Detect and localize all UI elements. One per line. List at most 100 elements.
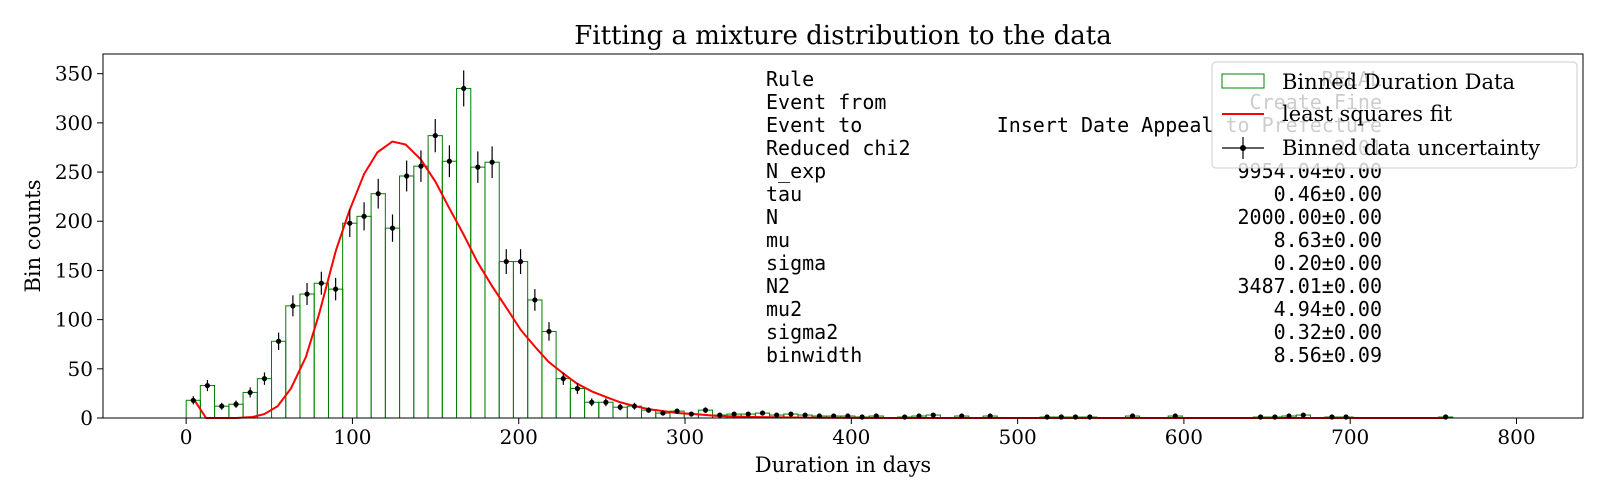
data-point xyxy=(1087,414,1093,420)
histogram-bar xyxy=(328,288,344,419)
data-marker xyxy=(646,407,652,413)
x-axis: 0 100 200 300 400 500 600 700 800 xyxy=(180,418,1536,449)
data-marker xyxy=(333,286,339,292)
chart-title: Fitting a mixture distribution to the da… xyxy=(574,21,1112,51)
plot-frame xyxy=(102,53,1584,419)
data-marker xyxy=(446,158,452,164)
stats-value: 2000.00±0.00 xyxy=(1238,205,1383,229)
data-marker xyxy=(589,399,595,405)
legend-entry-errorbars: Binned data uncertainty xyxy=(1222,136,1540,160)
stats-row: tau 0.46±0.00 xyxy=(766,182,1382,206)
data-marker xyxy=(816,413,822,419)
data-point xyxy=(461,70,467,107)
data-marker xyxy=(674,408,680,414)
data-point xyxy=(204,379,211,392)
data-marker xyxy=(261,376,268,382)
data-marker xyxy=(1329,414,1335,420)
legend-label-histogram: Binned Duration Data xyxy=(1282,70,1515,94)
data-marker xyxy=(1058,414,1064,420)
data-marker xyxy=(461,85,467,92)
histogram-bar xyxy=(498,261,514,419)
data-point xyxy=(589,398,595,407)
histogram-bar xyxy=(384,227,401,419)
histogram-bar xyxy=(456,87,472,419)
x-tick-label: 200 xyxy=(500,425,538,449)
data-marker xyxy=(1443,414,1449,420)
x-axis-label: Duration in days xyxy=(755,453,931,477)
data-marker xyxy=(745,411,751,417)
data-point xyxy=(532,289,538,311)
data-marker xyxy=(219,403,225,409)
y-tick-label: 0 xyxy=(80,406,93,430)
data-point xyxy=(959,413,965,419)
data-marker xyxy=(617,404,623,410)
data-marker xyxy=(532,297,538,303)
data-point xyxy=(1343,414,1349,420)
histogram-bar xyxy=(484,161,500,419)
x-tick-label: 0 xyxy=(180,425,193,449)
legend-frame xyxy=(1211,61,1578,169)
data-marker xyxy=(347,220,353,226)
data-point xyxy=(389,214,396,242)
data-point xyxy=(361,202,367,231)
data-point xyxy=(1172,413,1178,419)
data-point xyxy=(304,283,310,306)
data-marker xyxy=(717,412,723,418)
data-point xyxy=(418,150,424,182)
data-point xyxy=(646,407,652,413)
legend: Binned Duration Data least squares fit Bin… xyxy=(1211,61,1578,169)
data-point xyxy=(617,403,623,411)
x-tick-label: 800 xyxy=(1497,425,1535,449)
histogram-bar xyxy=(342,222,358,419)
data-point xyxy=(375,178,381,209)
data-point xyxy=(290,295,296,317)
data-point xyxy=(446,145,452,178)
data-point xyxy=(1443,414,1449,420)
data-point xyxy=(1300,412,1306,418)
data-point xyxy=(233,400,239,408)
data-point xyxy=(347,209,353,238)
y-tick-label: 250 xyxy=(55,160,93,184)
stats-row: sigma 0.20±0.00 xyxy=(766,251,1382,275)
stats-row: binwidth 8.56±0.09 xyxy=(766,343,1382,367)
stats-label: Rule xyxy=(766,67,814,91)
y-axis-label: Bin counts xyxy=(21,179,45,292)
x-tick-label: 300 xyxy=(666,425,704,449)
data-point xyxy=(859,414,865,420)
legend-label-errorbars: Binned data uncertainty xyxy=(1282,136,1540,160)
data-point xyxy=(702,407,709,413)
stats-label: binwidth xyxy=(766,343,862,367)
stats-label: N xyxy=(766,205,778,229)
x-tick-label: 600 xyxy=(1165,425,1203,449)
data-marker xyxy=(987,413,993,419)
data-marker xyxy=(774,412,780,418)
stats-label: N_exp xyxy=(766,159,826,183)
data-point xyxy=(1286,413,1292,419)
data-point xyxy=(503,249,509,274)
data-point xyxy=(831,413,837,419)
data-marker xyxy=(802,412,808,418)
data-point xyxy=(318,271,324,295)
histogram-bar xyxy=(541,330,557,419)
data-marker xyxy=(1072,414,1079,420)
data-point xyxy=(902,414,908,420)
stats-row: mu 8.63±0.00 xyxy=(766,228,1382,252)
data-marker xyxy=(660,410,666,416)
data-point xyxy=(1058,414,1064,420)
data-point xyxy=(660,410,666,416)
data-point xyxy=(745,411,751,417)
y-tick-label: 350 xyxy=(55,62,93,86)
histogram-bar xyxy=(512,261,529,419)
data-marker xyxy=(318,280,324,286)
y-tick-label: 300 xyxy=(55,111,93,135)
data-point xyxy=(674,408,680,414)
histogram-bar xyxy=(470,166,486,419)
data-marker xyxy=(574,385,581,392)
data-marker xyxy=(902,414,908,420)
data-marker xyxy=(731,411,737,417)
data-marker xyxy=(375,191,381,197)
stats-value: 8.63±0.00 xyxy=(1274,228,1382,252)
data-marker xyxy=(1087,414,1093,420)
data-point xyxy=(190,396,196,405)
data-marker xyxy=(831,413,837,419)
